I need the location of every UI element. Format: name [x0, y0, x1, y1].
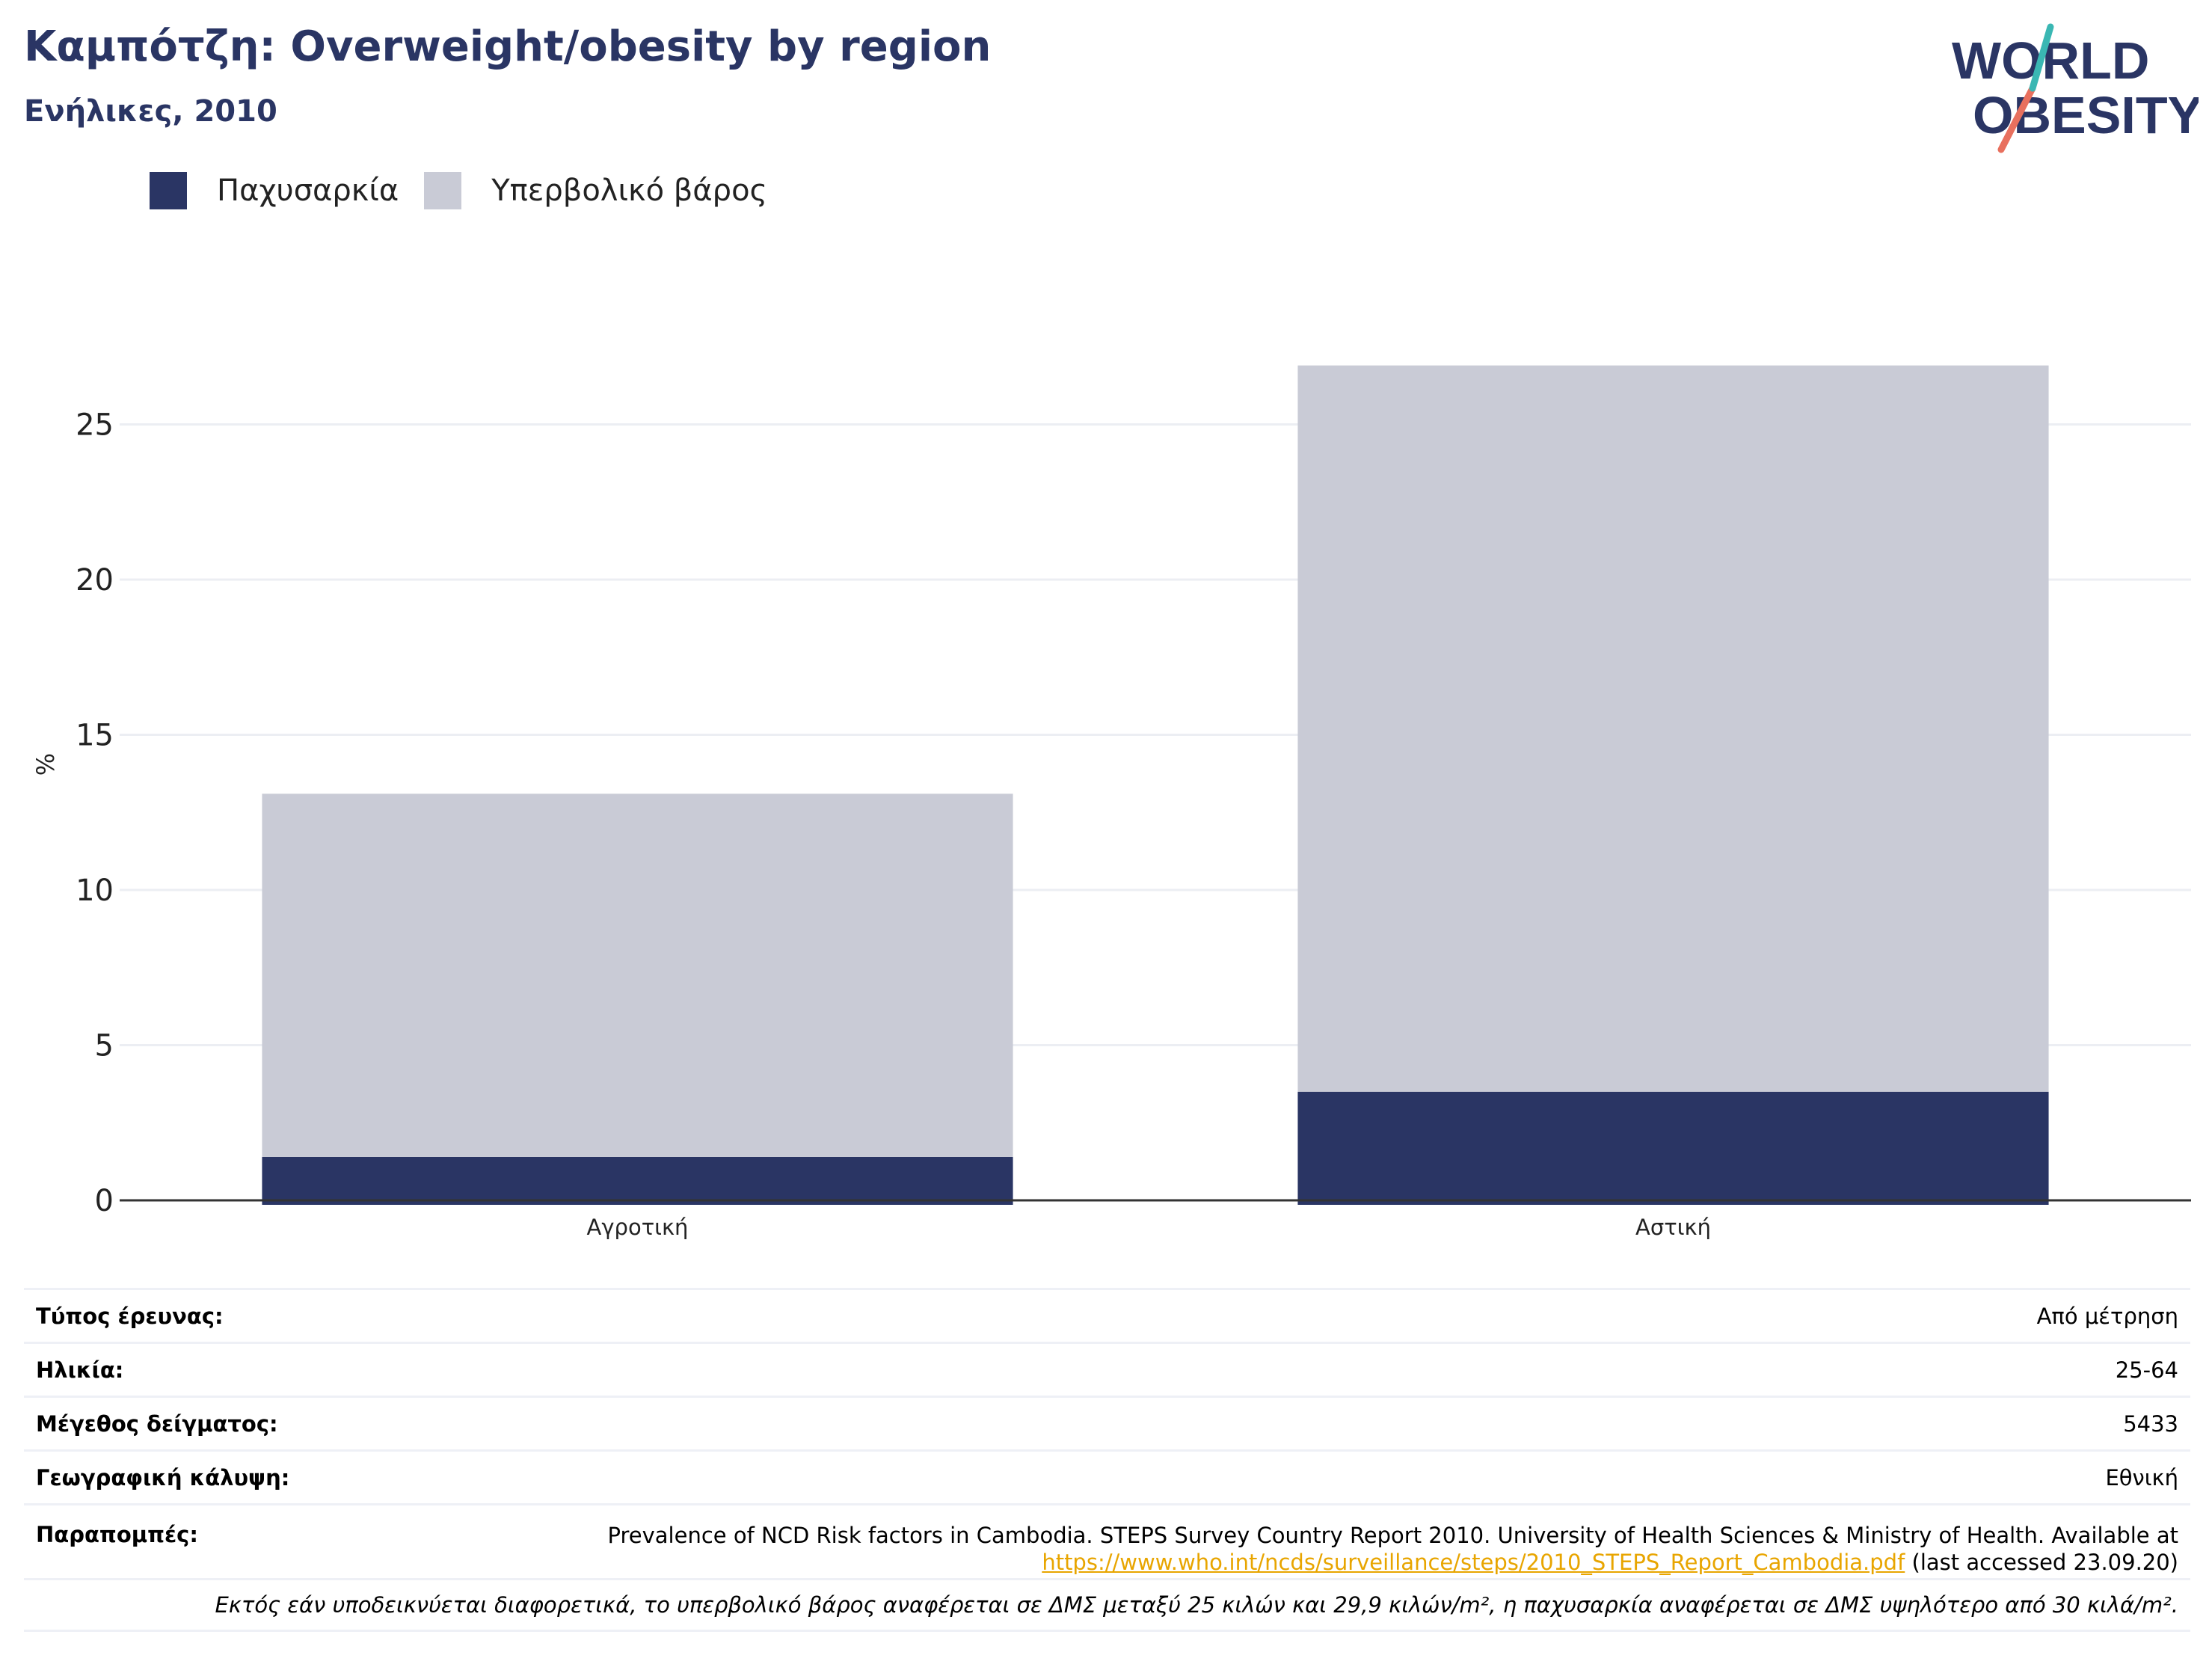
info-label: Ηλικία:	[36, 1357, 124, 1383]
bars	[262, 365, 2049, 1205]
references-body: Prevalence of NCD Risk factors in Cambod…	[607, 1523, 2178, 1548]
legend-swatch	[150, 172, 187, 209]
references-suffix: (last accessed 23.09.20)	[1911, 1550, 2178, 1575]
bar-segment	[1297, 1091, 2049, 1205]
info-row-sample-size: Μέγεθος δείγματος: 5433	[24, 1396, 2190, 1449]
info-label: Παραπομπές:	[36, 1522, 198, 1547]
chart-legend: Παχυσαρκία Υπερβολικό βάρος	[150, 172, 793, 209]
y-axis: 0 5 10 15 20 25%	[31, 408, 114, 1219]
references-link[interactable]: https://www.who.int/ncds/surveillance/st…	[1042, 1550, 1905, 1575]
legend-swatch	[424, 172, 462, 209]
y-tick-label: 5	[95, 1029, 114, 1063]
x-axis: Αγροτική Αστική	[120, 1199, 2191, 1240]
legend-label: Υπερβολικό βάρος	[491, 174, 768, 208]
y-tick-label: 10	[76, 874, 114, 908]
chart-subtitle: Ενήλικες, 2010	[24, 94, 277, 129]
bar-segment	[262, 793, 1013, 1157]
info-value: Από μέτρηση	[2036, 1303, 2178, 1329]
bar-segment	[1297, 365, 2049, 1092]
y-tick-label: 0	[95, 1184, 114, 1218]
y-tick-label: 20	[76, 563, 114, 598]
info-value: 5433	[2123, 1410, 2178, 1437]
info-value: Εθνική	[2105, 1464, 2178, 1491]
bar-segment	[262, 1156, 1013, 1205]
info-label: Μέγεθος δείγματος:	[36, 1410, 278, 1437]
references-text: Prevalence of NCD Risk factors in Cambod…	[533, 1522, 2178, 1576]
info-label: Τύπος έρευνας:	[36, 1303, 224, 1329]
chart-title: Καμπότζη: Overweight/obesity by region	[24, 22, 992, 71]
world-obesity-logo: WORLD OBESITY	[1952, 23, 2199, 153]
info-row-survey-type: Τύπος έρευνας: Από μέτρηση	[24, 1288, 2190, 1342]
legend-item-obesity[interactable]: Παχυσαρκία	[150, 172, 399, 209]
info-label: Γεωγραφική κάλυψη:	[36, 1464, 290, 1491]
x-tick-label: Αστική	[1635, 1215, 1711, 1240]
info-row-age: Ηλικία: 25-64	[24, 1342, 2190, 1396]
survey-info-table: Τύπος έρευνας: Από μέτρηση Ηλικία: 25-64…	[24, 1288, 2190, 1632]
bar-chart: Αγροτική Αστική 0 5 10 15 20 25%	[31, 365, 2191, 1240]
logo-line-1: WORLD	[1952, 31, 2149, 90]
y-tick-label: 25	[76, 408, 114, 443]
y-axis-label: %	[31, 753, 60, 776]
footnote: Εκτός εάν υποδεικνύεται διαφορετικά, το …	[24, 1578, 2190, 1632]
info-value: 25-64	[2115, 1357, 2178, 1383]
y-tick-label: 15	[76, 719, 114, 753]
x-tick-label: Αγροτική	[587, 1215, 689, 1240]
legend-label: Παχυσαρκία	[217, 174, 399, 208]
info-row-coverage: Γεωγραφική κάλυψη: Εθνική	[24, 1449, 2190, 1503]
info-row-references: Παραπομπές: Prevalence of NCD Risk facto…	[24, 1503, 2190, 1578]
legend-item-overweight[interactable]: Υπερβολικό βάρος	[424, 172, 767, 209]
